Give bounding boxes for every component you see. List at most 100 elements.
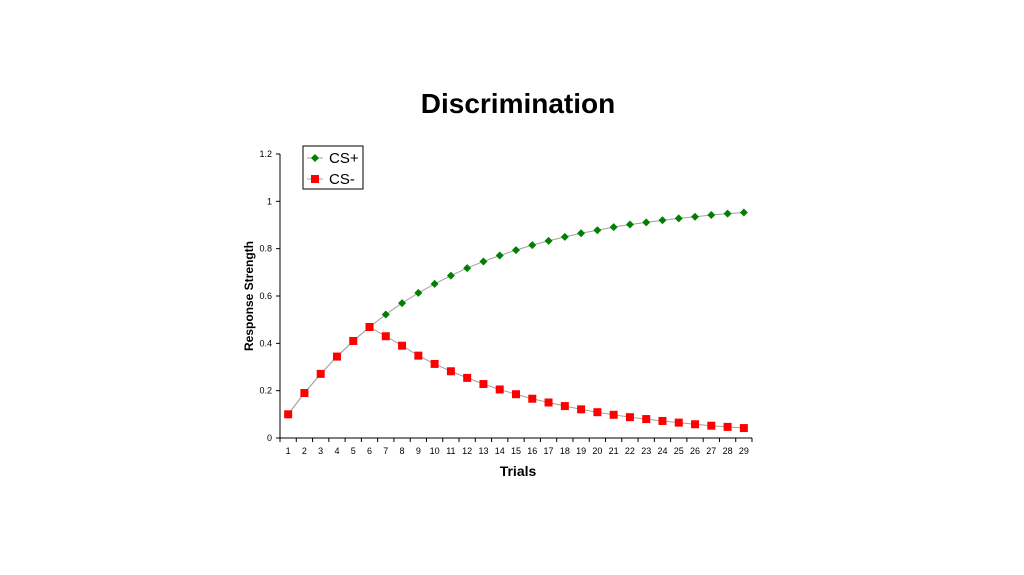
x-tick-label: 12 <box>462 446 472 456</box>
data-point <box>284 410 293 419</box>
series-cs-minus <box>284 323 748 433</box>
legend-label: CS+ <box>329 150 359 167</box>
x-tick-label: 29 <box>739 446 749 456</box>
data-point <box>625 413 634 422</box>
data-point <box>528 394 537 403</box>
y-ticks: 0 0.2 0.4 0.6 0.8 1 1.2 <box>259 149 280 443</box>
x-tick-label: 20 <box>592 446 602 456</box>
x-tick-label: 13 <box>478 446 488 456</box>
data-point <box>381 332 390 341</box>
data-point <box>593 226 602 235</box>
x-tick-label: 25 <box>674 446 684 456</box>
data-point <box>430 279 439 288</box>
x-tick-label: 8 <box>400 446 405 456</box>
data-point <box>463 264 472 273</box>
data-point <box>316 369 325 378</box>
x-tick-label: 24 <box>657 446 667 456</box>
x-tick-label: 5 <box>351 446 356 456</box>
data-point <box>365 323 374 332</box>
data-point <box>349 336 358 345</box>
data-point <box>414 351 423 360</box>
data-point <box>707 211 716 220</box>
data-point <box>691 420 700 429</box>
y-tick-label: 0.4 <box>259 338 272 348</box>
y-axis-title: Response Strength <box>242 241 256 351</box>
data-point <box>723 209 732 218</box>
x-tick-label: 28 <box>723 446 733 456</box>
x-tick-label: 21 <box>609 446 619 456</box>
data-point <box>446 271 455 280</box>
x-tick-label: 11 <box>446 446 455 456</box>
x-axis-title: Trials <box>500 463 537 479</box>
data-point <box>414 288 423 297</box>
data-point <box>739 424 748 433</box>
data-point <box>642 218 651 227</box>
x-tick-label: 18 <box>560 446 570 456</box>
y-tick-label: 1 <box>267 196 272 206</box>
y-tick-label: 1.2 <box>259 149 272 159</box>
x-tick-label: 15 <box>511 446 521 456</box>
data-point <box>674 418 683 427</box>
data-point <box>707 421 716 430</box>
x-tick-label: 3 <box>318 446 323 456</box>
y-tick-label: 0.6 <box>259 291 272 301</box>
data-point <box>691 212 700 221</box>
x-tick-label: 6 <box>367 446 372 456</box>
series-layer <box>284 208 748 433</box>
x-ticks: 1 2 3 4 5 6 7 8 9 10 11 12 13 14 15 16 17 18 19 20 21 22 23 24 2… <box>279 438 753 456</box>
data-point <box>642 415 651 424</box>
data-point <box>479 257 488 266</box>
data-point <box>593 408 602 417</box>
chart-title: Discrimination <box>420 88 616 119</box>
data-point <box>723 422 732 431</box>
legend-marker <box>311 175 319 183</box>
data-point <box>609 410 618 419</box>
data-point <box>609 223 618 232</box>
x-tick-label: 9 <box>416 446 421 456</box>
y-tick-label: 0.8 <box>259 244 272 254</box>
data-point <box>430 359 439 368</box>
legend-label: CS- <box>329 171 355 188</box>
x-tick-label: 17 <box>544 446 554 456</box>
x-tick-label: 7 <box>383 446 388 456</box>
data-point <box>495 251 504 260</box>
series-cs-plus <box>284 208 748 419</box>
data-point <box>658 416 667 425</box>
data-point <box>528 241 537 250</box>
data-point <box>674 214 683 223</box>
data-point <box>625 220 634 229</box>
data-point <box>512 390 520 399</box>
y-tick-label: 0.2 <box>259 386 272 396</box>
data-point <box>512 246 520 255</box>
data-point <box>544 236 553 245</box>
data-point <box>658 216 667 225</box>
data-point <box>398 341 407 350</box>
data-point <box>495 385 504 394</box>
x-tick-label: 2 <box>302 446 307 456</box>
x-tick-label: 19 <box>576 446 586 456</box>
x-tick-label: 16 <box>527 446 537 456</box>
data-point <box>463 373 472 382</box>
legend-marker <box>311 154 319 162</box>
data-point <box>560 402 569 411</box>
data-point <box>332 352 341 361</box>
x-tick-label: 23 <box>641 446 651 456</box>
data-point <box>381 310 390 319</box>
x-tick-label: 10 <box>430 446 440 456</box>
data-point <box>577 405 586 414</box>
x-tick-label: 26 <box>690 446 700 456</box>
legend: CS+ CS- <box>302 145 364 190</box>
data-point <box>300 389 309 398</box>
series-line <box>287 211 744 415</box>
x-tick-label: 14 <box>495 446 505 456</box>
data-point <box>446 367 455 376</box>
data-point <box>560 232 569 241</box>
x-tick-label: 4 <box>334 446 339 456</box>
data-point <box>577 229 586 238</box>
x-tick-label: 22 <box>625 446 635 456</box>
data-point <box>398 299 407 308</box>
data-point <box>544 398 553 407</box>
x-tick-label: 1 <box>286 446 291 456</box>
data-point <box>739 208 748 217</box>
